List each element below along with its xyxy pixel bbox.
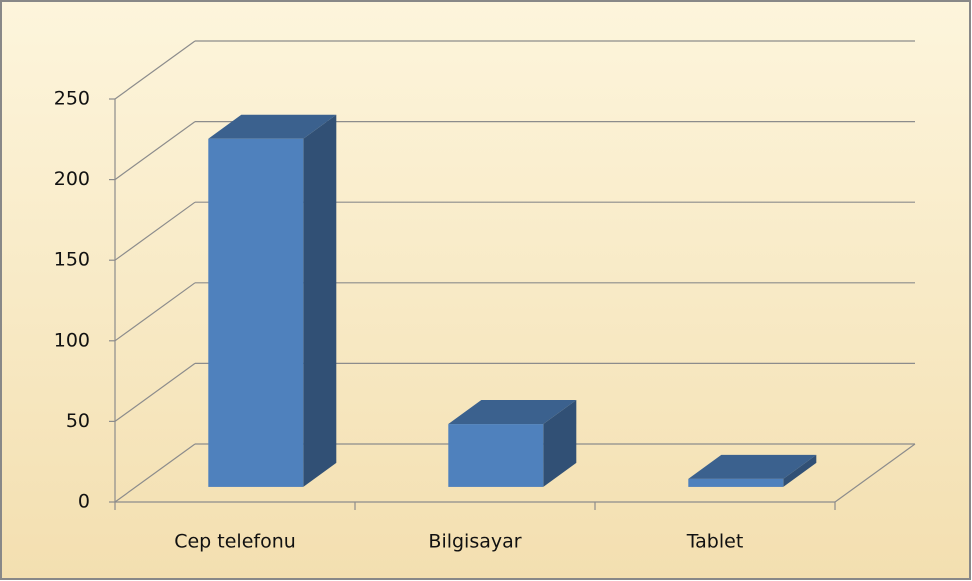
- bar-side: [543, 400, 577, 487]
- bar-top: [688, 454, 817, 479]
- plot: 0 50 100 150 200 250 Cep telefonu Bilgisayar Tab…: [54, 40, 916, 553]
- y-tick-label: 50: [66, 410, 90, 432]
- x-tick-label: Bilgisayar: [428, 531, 521, 553]
- grid-line: [114, 201, 196, 261]
- y-tick-label: 250: [54, 88, 90, 110]
- bar: [688, 478, 784, 487]
- grid-line: [114, 121, 196, 181]
- bar: [208, 138, 304, 487]
- x-tick-label: Tablet: [686, 531, 744, 553]
- y-tick-label: 200: [54, 168, 90, 190]
- grid-line: [114, 443, 196, 503]
- bar-top: [448, 400, 577, 425]
- bar: [448, 424, 544, 487]
- bar-side: [783, 454, 817, 487]
- x-tick-label: Cep telefonu: [174, 531, 296, 553]
- y-tick-label: 150: [54, 249, 90, 271]
- bar-side: [303, 114, 337, 487]
- grid-line: [114, 40, 196, 100]
- y-tick-label: 100: [54, 329, 90, 351]
- bar-top: [208, 114, 337, 139]
- grid-line: [114, 282, 196, 342]
- y-tick-label: 0: [78, 491, 90, 513]
- floor-right-edge: [834, 443, 916, 503]
- grid-line: [114, 362, 196, 422]
